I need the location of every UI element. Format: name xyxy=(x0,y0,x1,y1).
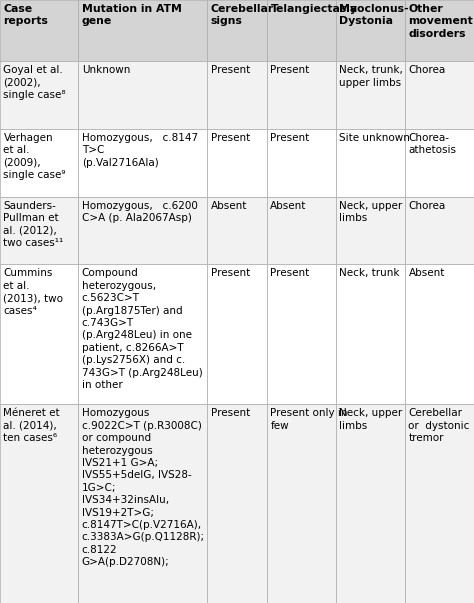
Text: Site unknown: Site unknown xyxy=(339,133,410,143)
Bar xyxy=(0,62,78,129)
Bar xyxy=(405,405,474,603)
Bar xyxy=(207,62,267,129)
Bar xyxy=(78,265,207,405)
Text: Case
reports: Case reports xyxy=(3,4,48,27)
Text: Goyal et al.
(2002),
single case⁸: Goyal et al. (2002), single case⁸ xyxy=(3,65,66,100)
Bar xyxy=(78,62,207,129)
Bar xyxy=(405,0,474,62)
Text: Homozygous,   c.8147
T>C
(p.Val2716Ala): Homozygous, c.8147 T>C (p.Val2716Ala) xyxy=(82,133,198,168)
Bar xyxy=(267,405,336,603)
Bar xyxy=(207,0,267,62)
Bar xyxy=(336,129,405,197)
Text: Neck, trunk: Neck, trunk xyxy=(339,268,400,279)
Text: Present: Present xyxy=(270,133,310,143)
Text: Chorea: Chorea xyxy=(409,65,446,75)
Bar xyxy=(405,265,474,405)
Text: Neck, upper
limbs: Neck, upper limbs xyxy=(339,201,403,223)
Bar xyxy=(336,0,405,62)
Text: Present: Present xyxy=(210,133,250,143)
Bar xyxy=(207,265,267,405)
Bar xyxy=(0,405,78,603)
Bar xyxy=(267,129,336,197)
Bar xyxy=(78,197,207,265)
Text: Present: Present xyxy=(270,268,310,279)
Text: Absent: Absent xyxy=(270,201,307,211)
Bar xyxy=(336,197,405,265)
Bar xyxy=(78,129,207,197)
Bar xyxy=(78,0,207,62)
Bar xyxy=(0,197,78,265)
Text: Neck, trunk,
upper limbs: Neck, trunk, upper limbs xyxy=(339,65,403,88)
Text: Chorea-
athetosis: Chorea- athetosis xyxy=(409,133,456,156)
Text: Telangiectasia: Telangiectasia xyxy=(270,4,358,14)
Text: Neck, upper
limbs: Neck, upper limbs xyxy=(339,408,403,431)
Bar xyxy=(0,265,78,405)
Text: Present: Present xyxy=(270,65,310,75)
Bar xyxy=(207,405,267,603)
Bar xyxy=(405,197,474,265)
Bar xyxy=(336,405,405,603)
Text: Saunders-
Pullman et
al. (2012),
two cases¹¹: Saunders- Pullman et al. (2012), two cas… xyxy=(3,201,64,248)
Text: Present: Present xyxy=(210,268,250,279)
Text: Cummins
et al.
(2013), two
cases⁴: Cummins et al. (2013), two cases⁴ xyxy=(3,268,64,316)
Bar xyxy=(207,197,267,265)
Bar xyxy=(336,265,405,405)
Bar xyxy=(267,265,336,405)
Text: Other
movement
disorders: Other movement disorders xyxy=(409,4,473,39)
Text: Present: Present xyxy=(210,408,250,418)
Bar xyxy=(78,405,207,603)
Text: Compound
heterozygous,
c.5623C>T
(p.Arg1875Ter) and
c.743G>T
(p.Arg248Leu) in on: Compound heterozygous, c.5623C>T (p.Arg1… xyxy=(82,268,202,390)
Bar xyxy=(405,62,474,129)
Text: Absent: Absent xyxy=(409,268,445,279)
Text: Méneret et
al. (2014),
ten cases⁶: Méneret et al. (2014), ten cases⁶ xyxy=(3,408,60,443)
Bar xyxy=(336,62,405,129)
Bar xyxy=(0,129,78,197)
Text: Verhagen
et al.
(2009),
single case⁹: Verhagen et al. (2009), single case⁹ xyxy=(3,133,66,180)
Text: Homozygous,   c.6200
C>A (p. Ala2067Asp): Homozygous, c.6200 C>A (p. Ala2067Asp) xyxy=(82,201,198,223)
Bar xyxy=(405,129,474,197)
Bar xyxy=(207,129,267,197)
Text: Present only in
few: Present only in few xyxy=(270,408,348,431)
Text: Chorea: Chorea xyxy=(409,201,446,211)
Text: Myoclonus-
Dystonia: Myoclonus- Dystonia xyxy=(339,4,409,27)
Bar xyxy=(267,0,336,62)
Bar xyxy=(0,0,78,62)
Bar xyxy=(267,62,336,129)
Text: Present: Present xyxy=(210,65,250,75)
Text: Homozygous
c.9022C>T (p.R3008C)
or compound
heterozygous
IVS21+1 G>A;
IVS55+5del: Homozygous c.9022C>T (p.R3008C) or compo… xyxy=(82,408,205,567)
Text: Cerebellar
or  dystonic
tremor: Cerebellar or dystonic tremor xyxy=(409,408,470,443)
Text: Cerebellar
signs: Cerebellar signs xyxy=(210,4,274,27)
Text: Absent: Absent xyxy=(210,201,247,211)
Text: Mutation in ATM
gene: Mutation in ATM gene xyxy=(82,4,182,27)
Bar xyxy=(267,197,336,265)
Text: Unknown: Unknown xyxy=(82,65,130,75)
